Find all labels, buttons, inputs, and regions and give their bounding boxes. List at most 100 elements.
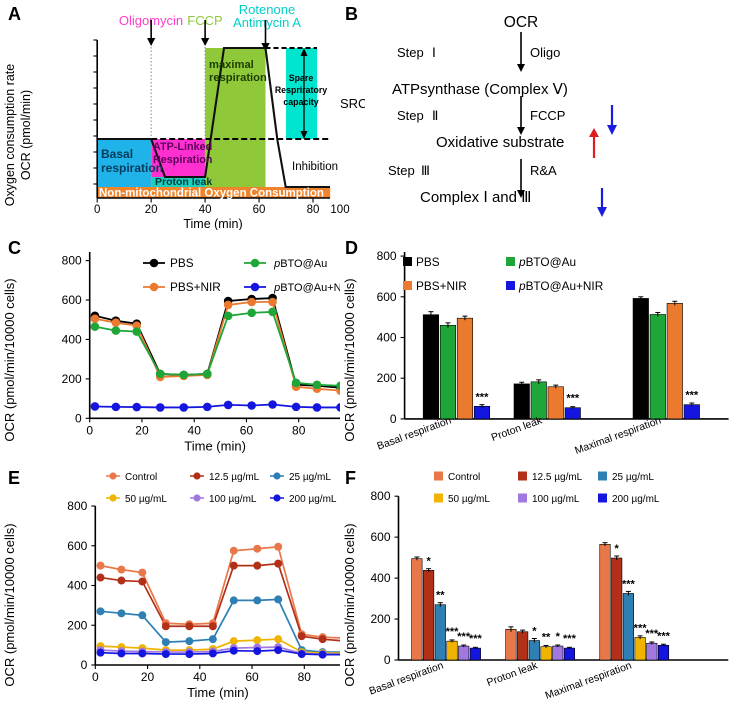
svg-text:50 µg/mL: 50 µg/mL	[125, 494, 167, 505]
svg-text:OCR (pmol/min): OCR (pmol/min)	[19, 90, 33, 180]
svg-text:800: 800	[377, 249, 397, 263]
svg-text:25 µg/mL: 25 µg/mL	[612, 472, 654, 483]
svg-text:Non-mitochondrial Oxygen Consu: Non-mitochondrial Oxygen Consumption	[99, 188, 324, 200]
svg-text:20: 20	[135, 423, 149, 437]
svg-text:400: 400	[377, 331, 397, 345]
svg-text:600: 600	[370, 530, 390, 544]
svg-text:Oxygen consumption rate: Oxygen consumption rate	[3, 64, 17, 206]
svg-text:maximal: maximal	[209, 59, 254, 71]
svg-text:80: 80	[307, 204, 320, 216]
svg-text:600: 600	[62, 293, 82, 307]
svg-text:ATP-Linked: ATP-Linked	[153, 141, 212, 153]
svg-text:capacity: capacity	[283, 97, 318, 107]
svg-text:OCR (pmol/min/10000 cells): OCR (pmol/min/10000 cells)	[342, 523, 357, 686]
svg-text:Basal: Basal	[101, 147, 133, 161]
svg-text:**: **	[542, 632, 551, 644]
svg-text:Inhibition: Inhibition	[292, 161, 338, 173]
svg-text:OCR: OCR	[504, 14, 538, 31]
svg-text:*: *	[556, 631, 561, 643]
svg-text:12.5 µg/mL: 12.5 µg/mL	[209, 472, 260, 483]
svg-text:12.5 µg/mL: 12.5 µg/mL	[532, 472, 583, 483]
svg-text:400: 400	[67, 579, 87, 593]
svg-text:0: 0	[390, 412, 397, 426]
svg-text:Basal respiration: Basal respiration	[375, 414, 453, 452]
svg-text:Maximal respiration: Maximal respiration	[544, 659, 634, 701]
svg-text:20: 20	[141, 670, 155, 684]
svg-text:Ⅱ: Ⅱ	[432, 108, 438, 123]
svg-text:*: *	[426, 555, 431, 567]
svg-text:**: **	[436, 590, 445, 602]
svg-text:OCR (pmol/min/10000 cells): OCR (pmol/min/10000 cells)	[2, 278, 17, 441]
svg-text:pBTO@Au+NIR: pBTO@Au+NIR	[271, 282, 340, 294]
svg-text:600: 600	[377, 290, 397, 304]
svg-text:Ⅲ: Ⅲ	[421, 163, 430, 178]
svg-text:PBS: PBS	[416, 255, 440, 269]
svg-text:200: 200	[377, 371, 397, 385]
svg-text:R&A: R&A	[530, 163, 557, 178]
svg-text:0: 0	[75, 411, 82, 425]
svg-text:pBTO@Au: pBTO@Au	[518, 255, 576, 269]
svg-text:Basal respiration: Basal respiration	[368, 659, 446, 697]
svg-text:***: ***	[469, 633, 483, 645]
svg-text:Respiration: Respiration	[153, 154, 212, 166]
svg-text:0: 0	[92, 670, 99, 684]
svg-text:80: 80	[298, 670, 312, 684]
svg-text:200: 200	[67, 618, 87, 632]
svg-text:pBTO@Au: pBTO@Au	[271, 258, 327, 270]
svg-text:Respriratory: Respriratory	[275, 85, 327, 95]
svg-text:80: 80	[292, 423, 306, 437]
svg-text:Time (min): Time (min)	[184, 438, 246, 453]
svg-text:***: ***	[563, 633, 577, 645]
svg-text:*: *	[532, 626, 537, 638]
svg-text:800: 800	[67, 499, 87, 513]
svg-text:200 µg/mL: 200 µg/mL	[289, 494, 337, 505]
svg-text:Oxidative substrate: Oxidative substrate	[436, 134, 564, 151]
svg-text:Proton leak: Proton leak	[155, 176, 212, 188]
svg-text:600: 600	[67, 539, 87, 553]
svg-text:Time (min): Time (min)	[183, 217, 242, 230]
svg-text:60: 60	[245, 670, 259, 684]
svg-text:0: 0	[94, 204, 100, 216]
svg-text:400: 400	[62, 332, 82, 346]
svg-text:50 µg/mL: 50 µg/mL	[448, 494, 490, 505]
svg-text:400: 400	[370, 571, 390, 585]
svg-text:Control: Control	[448, 472, 480, 483]
svg-text:***: ***	[566, 393, 580, 405]
svg-text:20: 20	[145, 204, 158, 216]
svg-text:40: 40	[199, 204, 212, 216]
svg-text:100 µg/mL: 100 µg/mL	[209, 494, 257, 505]
svg-text:60: 60	[240, 423, 254, 437]
svg-text:Spare: Spare	[289, 73, 314, 83]
svg-text:Ⅰ: Ⅰ	[432, 45, 436, 60]
svg-text:PBS+NIR: PBS+NIR	[170, 280, 221, 294]
svg-text:0: 0	[384, 653, 391, 667]
svg-text:***: ***	[685, 390, 699, 402]
svg-text:Oligo: Oligo	[530, 45, 560, 60]
svg-text:pBTO@Au+NIR: pBTO@Au+NIR	[518, 279, 603, 293]
svg-text:Step: Step	[388, 163, 415, 178]
svg-text:Complex Ⅰ and Ⅲ: Complex Ⅰ and Ⅲ	[420, 189, 531, 206]
svg-text:Step: Step	[397, 45, 424, 60]
svg-text:Control: Control	[125, 472, 157, 483]
svg-text:Time (min): Time (min)	[187, 685, 249, 700]
svg-text:***: ***	[476, 391, 490, 403]
svg-text:respiration: respiration	[209, 72, 267, 84]
svg-text:***: ***	[622, 578, 636, 590]
svg-text:800: 800	[370, 489, 390, 503]
svg-text:100 µg/mL: 100 µg/mL	[532, 494, 580, 505]
svg-text:OCR (pmol/min/10000 cells): OCR (pmol/min/10000 cells)	[2, 523, 17, 686]
svg-text:***: ***	[657, 630, 671, 642]
svg-text:60: 60	[253, 204, 266, 216]
svg-text:0: 0	[86, 423, 93, 437]
svg-text:PBS: PBS	[170, 256, 194, 270]
svg-text:*: *	[615, 543, 620, 555]
svg-text:200: 200	[62, 372, 82, 386]
svg-text:Step: Step	[397, 108, 424, 123]
svg-text:40: 40	[193, 670, 207, 684]
svg-text:800: 800	[62, 254, 82, 268]
svg-text:OCR (pmol/min/10000 cells): OCR (pmol/min/10000 cells)	[342, 278, 357, 441]
svg-text:200: 200	[370, 612, 390, 626]
svg-text:200 µg/mL: 200 µg/mL	[612, 494, 660, 505]
svg-text:FCCP: FCCP	[530, 108, 565, 123]
svg-text:40: 40	[188, 423, 202, 437]
